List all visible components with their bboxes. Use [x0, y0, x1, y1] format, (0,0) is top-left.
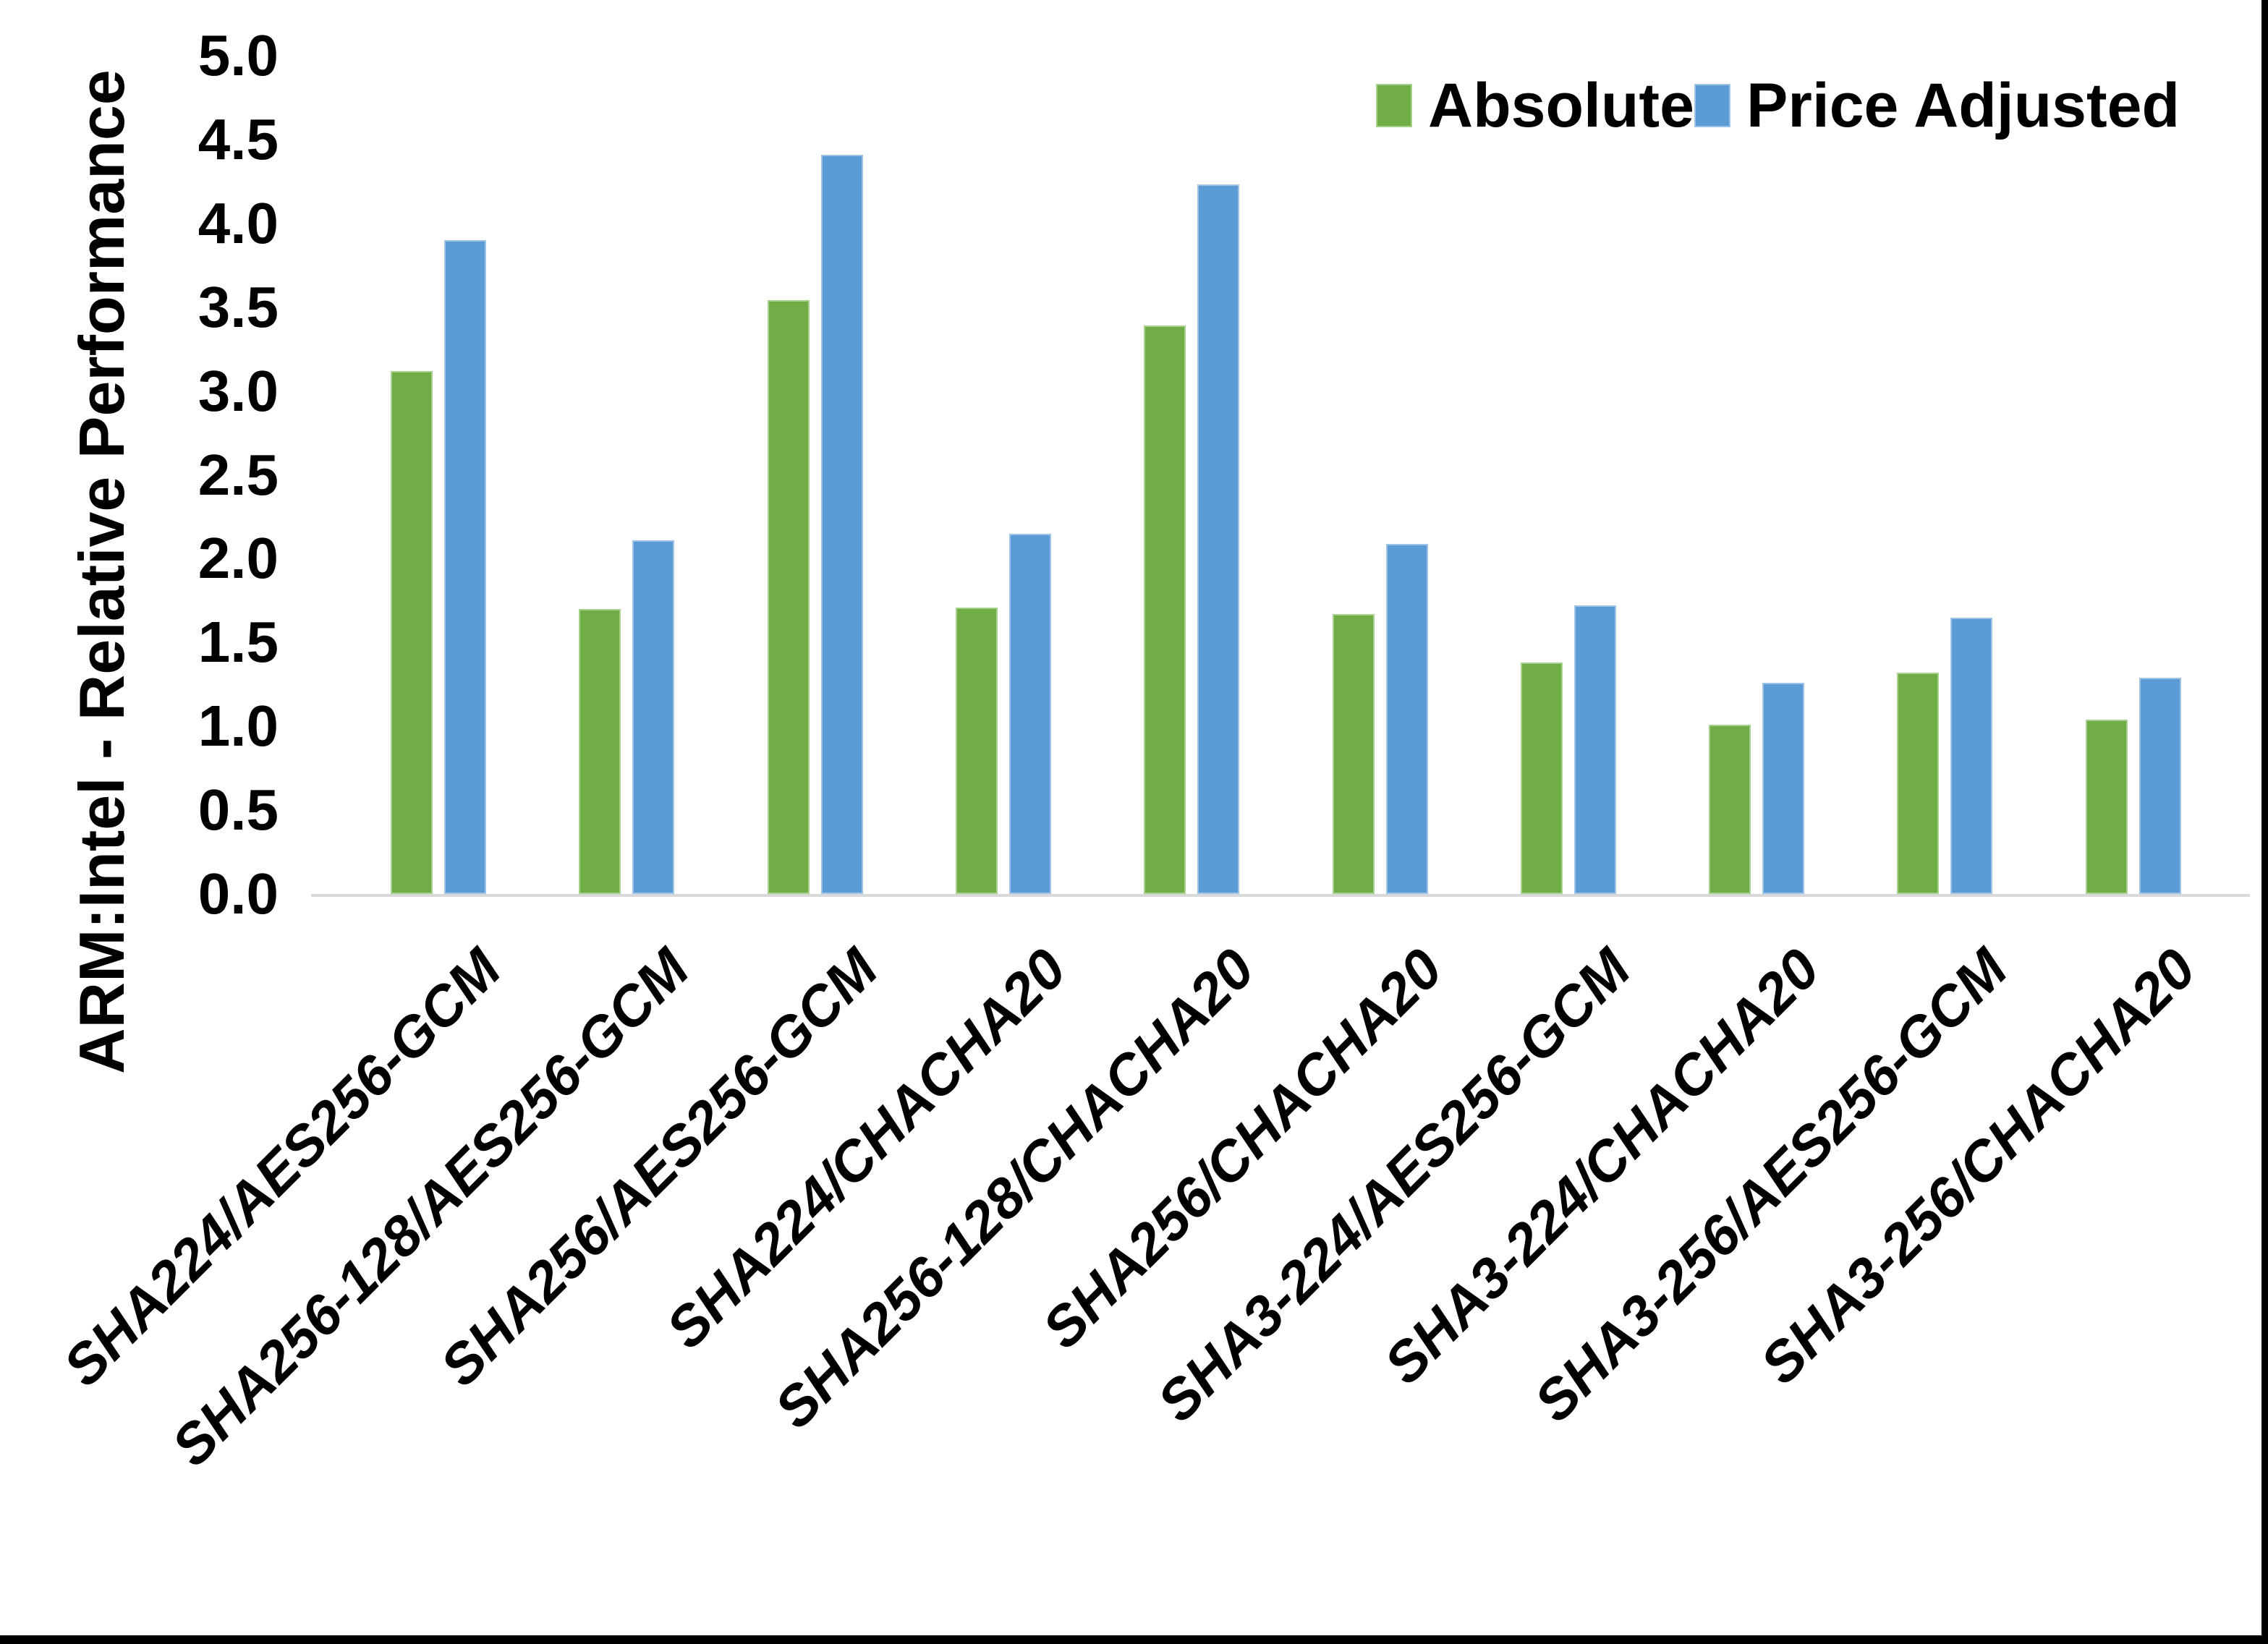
y-tick-label-1.5: 1.5	[198, 610, 279, 675]
legend-swatch-absolute	[1376, 84, 1412, 127]
bar-price-adjusted-SHA3-256/AES256-GCM	[1950, 617, 1993, 894]
bar-absolute-SHA3-256/CHACHA20	[2085, 719, 2128, 894]
bar-price-adjusted-SHA3-224/CHACHA20	[1762, 682, 1805, 894]
bar-absolute-SHA256-128/AES256-GCM	[579, 608, 621, 894]
bar-price-adjusted-SHA3-224/AES256-GCM	[1573, 605, 1616, 894]
legend-label-price-adjusted: Price Adjusted	[1746, 70, 2180, 140]
bar-absolute-SHA224/AES256-GCM	[391, 370, 433, 894]
y-tick-label-0.0: 0.0	[198, 861, 279, 926]
bar-price-adjusted-SHA256-128/CHACHA20	[1197, 184, 1240, 894]
y-tick-label-3.0: 3.0	[198, 358, 279, 423]
y-tick-label-2.5: 2.5	[198, 442, 279, 507]
legend-swatch-price-adjusted	[1694, 84, 1730, 127]
bar-absolute-SHA3-224/AES256-GCM	[1520, 663, 1563, 894]
bar-absolute-SHA3-256/AES256-GCM	[1897, 673, 1940, 894]
bar-absolute-SHA256/AES256-GCM	[767, 300, 810, 894]
y-tick-label-5.0: 5.0	[198, 23, 279, 88]
bar-price-adjusted-SHA256/AES256-GCM	[820, 154, 863, 894]
bar-price-adjusted-SHA256/CHACHA20	[1385, 543, 1428, 894]
bar-absolute-SHA3-224/CHACHA20	[1709, 724, 1751, 894]
y-tick-label-4.0: 4.0	[198, 190, 279, 255]
y-tick-label-0.5: 0.5	[198, 778, 279, 843]
bar-price-adjusted-SHA3-256/CHACHA20	[2139, 677, 2181, 894]
bar-absolute-SHA256-128/CHACHA20	[1144, 325, 1186, 894]
bar-price-adjusted-SHA256-128/AES256-GCM	[632, 540, 675, 894]
bar-absolute-SHA224/CHACHA20	[955, 607, 998, 894]
y-tick-label-2.0: 2.0	[198, 526, 279, 591]
x-axis-line	[311, 894, 2250, 897]
legend-item-price-adjusted: Price Adjusted	[1694, 69, 2180, 142]
legend-label-absolute: Absolute	[1428, 70, 1694, 140]
y-tick-label-3.5: 3.5	[198, 274, 279, 339]
legend: Absolute Price Adjusted	[0, 69, 2268, 149]
legend-item-absolute: Absolute	[1376, 69, 1694, 142]
y-tick-label-4.5: 4.5	[198, 106, 279, 171]
bar-price-adjusted-SHA224/CHACHA20	[1008, 533, 1051, 894]
screenshot-right-border	[2261, 0, 2268, 1644]
y-tick-label-1.0: 1.0	[198, 694, 279, 759]
bar-price-adjusted-SHA224/AES256-GCM	[444, 239, 486, 894]
screenshot-bottom-border	[0, 1635, 2268, 1644]
bar-absolute-SHA256/CHACHA20	[1332, 613, 1375, 894]
